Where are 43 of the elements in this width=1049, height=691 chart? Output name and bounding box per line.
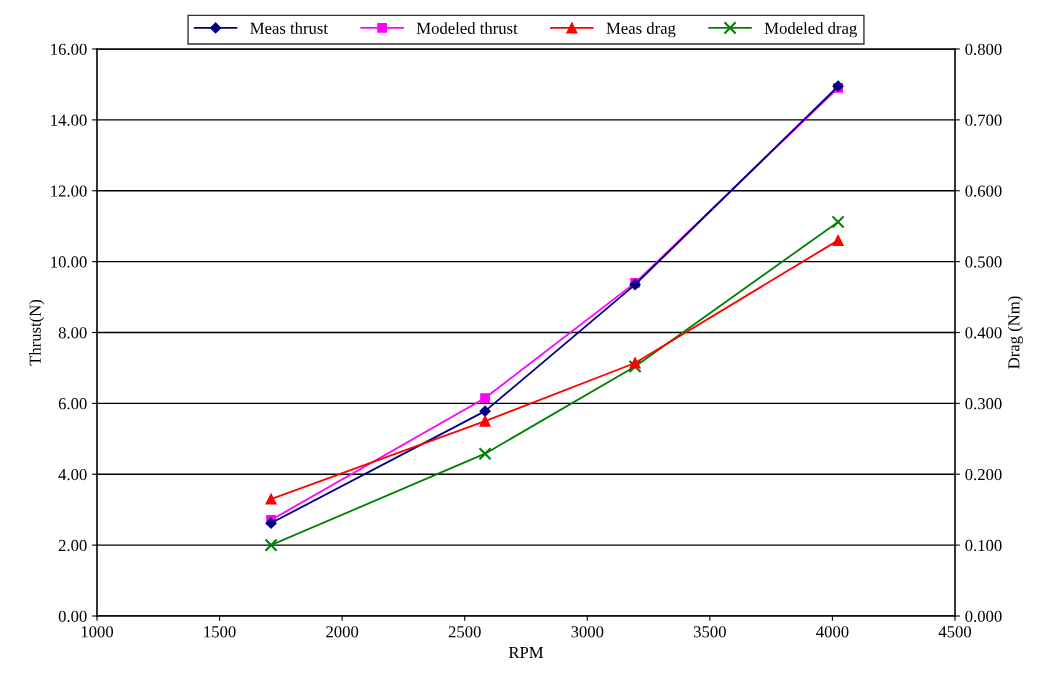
point: [479, 415, 491, 427]
x-tick-label: 4500: [938, 626, 972, 638]
y2-tick-label: 0.800: [965, 43, 1002, 56]
y2-tick-label: 0.400: [965, 327, 1002, 339]
y-tick-label: 14.00: [51, 114, 87, 126]
y2-tick-label: 0.600: [965, 185, 1002, 197]
y-tick-label: 10.00: [51, 256, 87, 268]
legend-label: Modeled thrust: [416, 22, 518, 34]
y2-tick-label: 0.500: [965, 256, 1002, 268]
point: [264, 538, 278, 552]
legend-label: Modeled drag: [764, 22, 857, 38]
y2-tick-label: 0.000: [965, 610, 1002, 623]
point: [831, 215, 845, 229]
x-tick-label: 1500: [204, 626, 236, 638]
y2-tick-label: 0.300: [965, 398, 1002, 410]
point: [265, 517, 277, 529]
y2-tick-label: 0.100: [965, 539, 1002, 552]
y-tick-label: 6.00: [58, 398, 87, 410]
y-tick-label: 12.00: [51, 185, 87, 197]
point: [832, 234, 844, 246]
y-tick-label: 0.00: [58, 610, 87, 623]
point: [480, 393, 490, 403]
y-axis-title: Thrust(N): [29, 299, 45, 366]
y-tick-label: 2.00: [58, 539, 87, 552]
x-tick-label: 3500: [693, 626, 726, 638]
y2-axis-title: Drag (Nm): [1007, 296, 1023, 369]
y-tick-label: 4.00: [58, 468, 87, 481]
x-tick-label: 1000: [81, 626, 114, 638]
point: [478, 447, 492, 461]
x-tick-label: 4000: [816, 626, 849, 638]
point: [479, 405, 491, 417]
x-axis-title: RPM: [508, 647, 544, 658]
legend-label: Meas thrust: [250, 22, 328, 34]
point: [629, 357, 641, 369]
y2-tick-label: 0.200: [965, 468, 1002, 481]
x-tick-label: 2000: [326, 626, 359, 638]
x-tick-label: 3000: [571, 626, 604, 638]
x-tick-label: 2500: [448, 626, 481, 638]
y-tick-label: 16.00: [51, 43, 87, 56]
y2-tick-label: 0.700: [965, 114, 1002, 126]
y-tick-label: 8.00: [58, 327, 87, 339]
point: [265, 493, 277, 505]
legend-label: Meas drag: [606, 22, 676, 38]
